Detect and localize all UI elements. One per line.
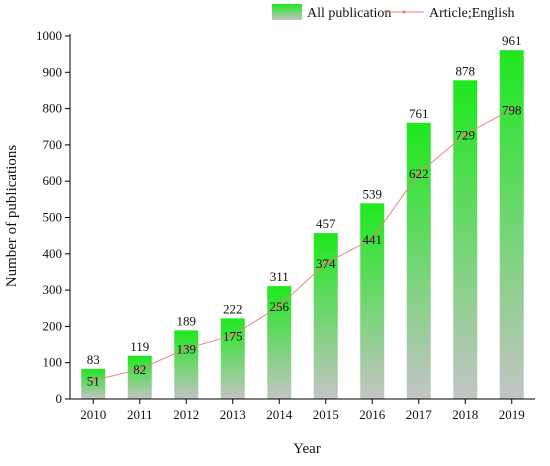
line-point-2011: [137, 367, 142, 372]
line-value-label-2017: 622: [409, 166, 429, 181]
line-value-label-2010: 51: [87, 373, 100, 388]
line-value-label-2013: 175: [223, 328, 243, 343]
x-tick-label-2015: 2015: [313, 407, 339, 422]
line-value-label-2014: 256: [270, 299, 290, 314]
x-tick-label-2014: 2014: [266, 407, 293, 422]
y-tick-label-1000: 1000: [36, 28, 62, 43]
line-value-label-2018: 729: [456, 127, 476, 142]
x-tick-label-2016: 2016: [359, 407, 386, 422]
line-value-label-2016: 441: [363, 232, 383, 247]
line-value-label-2011: 82: [133, 362, 146, 377]
data-labels-group: 83 119 189 222 311 457 539 761 878 961 51 82 139 175 2…: [87, 33, 522, 388]
legend-bar-swatch: [272, 4, 302, 20]
line-series-group: [91, 107, 514, 383]
x-tick-label-2013: 2013: [220, 407, 246, 422]
y-tick-label-400: 400: [43, 246, 63, 261]
line-point-2018: [463, 132, 468, 137]
axes-group: 0 100 200 300 400 500 600 700 800 900 1000 2010 2011…: [36, 28, 535, 422]
x-tick-label-2010: 2010: [80, 407, 106, 422]
line-value-label-2015: 374: [316, 256, 336, 271]
bar-value-label-2014: 311: [270, 269, 289, 284]
legend-bar-label: All publication: [307, 6, 391, 21]
line-point-2013: [230, 333, 235, 338]
bar-value-label-2016: 539: [363, 186, 383, 201]
line-value-label-2012: 139: [177, 342, 197, 357]
bar-2012: [174, 330, 199, 399]
bar-2017: [406, 122, 431, 399]
line-point-2017: [416, 171, 421, 176]
bar-value-label-2015: 457: [316, 216, 336, 231]
y-tick-label-300: 300: [43, 282, 63, 297]
bar-2015: [313, 233, 338, 399]
x-tick-label-2012: 2012: [173, 407, 199, 422]
line-point-2010: [91, 378, 96, 383]
y-tick-label-800: 800: [43, 101, 63, 116]
bar-value-label-2017: 761: [409, 106, 429, 121]
x-axis-title: Year: [293, 441, 321, 457]
y-axis-title: Number of publications: [4, 145, 20, 288]
line-point-2019: [509, 107, 514, 112]
y-tick-label-600: 600: [43, 173, 63, 188]
legend-line-marker: [402, 10, 406, 14]
line-point-2012: [184, 346, 189, 351]
bar-value-label-2019: 961: [502, 33, 522, 48]
x-tick-label-2017: 2017: [406, 407, 433, 422]
x-tick-label-2019: 2019: [499, 407, 525, 422]
y-tick-label-700: 700: [43, 137, 63, 152]
bar-value-label-2012: 189: [177, 313, 197, 328]
bars-group: [81, 50, 524, 399]
legend-line-label: Article;English: [429, 6, 515, 21]
bar-2010: [81, 368, 106, 399]
bar-2016: [360, 203, 385, 399]
x-tick-label-2011: 2011: [127, 407, 153, 422]
bar-value-label-2011: 119: [130, 339, 149, 354]
y-tick-label-200: 200: [43, 318, 63, 333]
bar-2013: [220, 318, 245, 399]
line-point-2015: [323, 261, 328, 266]
line-point-2014: [277, 304, 282, 308]
bar-2011: [127, 355, 152, 399]
y-tick-label-900: 900: [43, 64, 63, 79]
y-tick-label-100: 100: [43, 355, 63, 370]
bar-value-label-2010: 83: [87, 352, 100, 367]
bar-value-label-2018: 878: [456, 63, 476, 78]
x-tick-label-2018: 2018: [452, 407, 478, 422]
line-point-2016: [370, 237, 375, 241]
y-tick-label-500: 500: [43, 210, 63, 225]
line-article-english: [93, 108, 512, 381]
line-value-label-2019: 798: [502, 102, 522, 117]
y-tick-label-0: 0: [56, 391, 63, 406]
bar-value-label-2013: 222: [223, 301, 243, 316]
legend: All publication Article;English: [272, 4, 515, 21]
